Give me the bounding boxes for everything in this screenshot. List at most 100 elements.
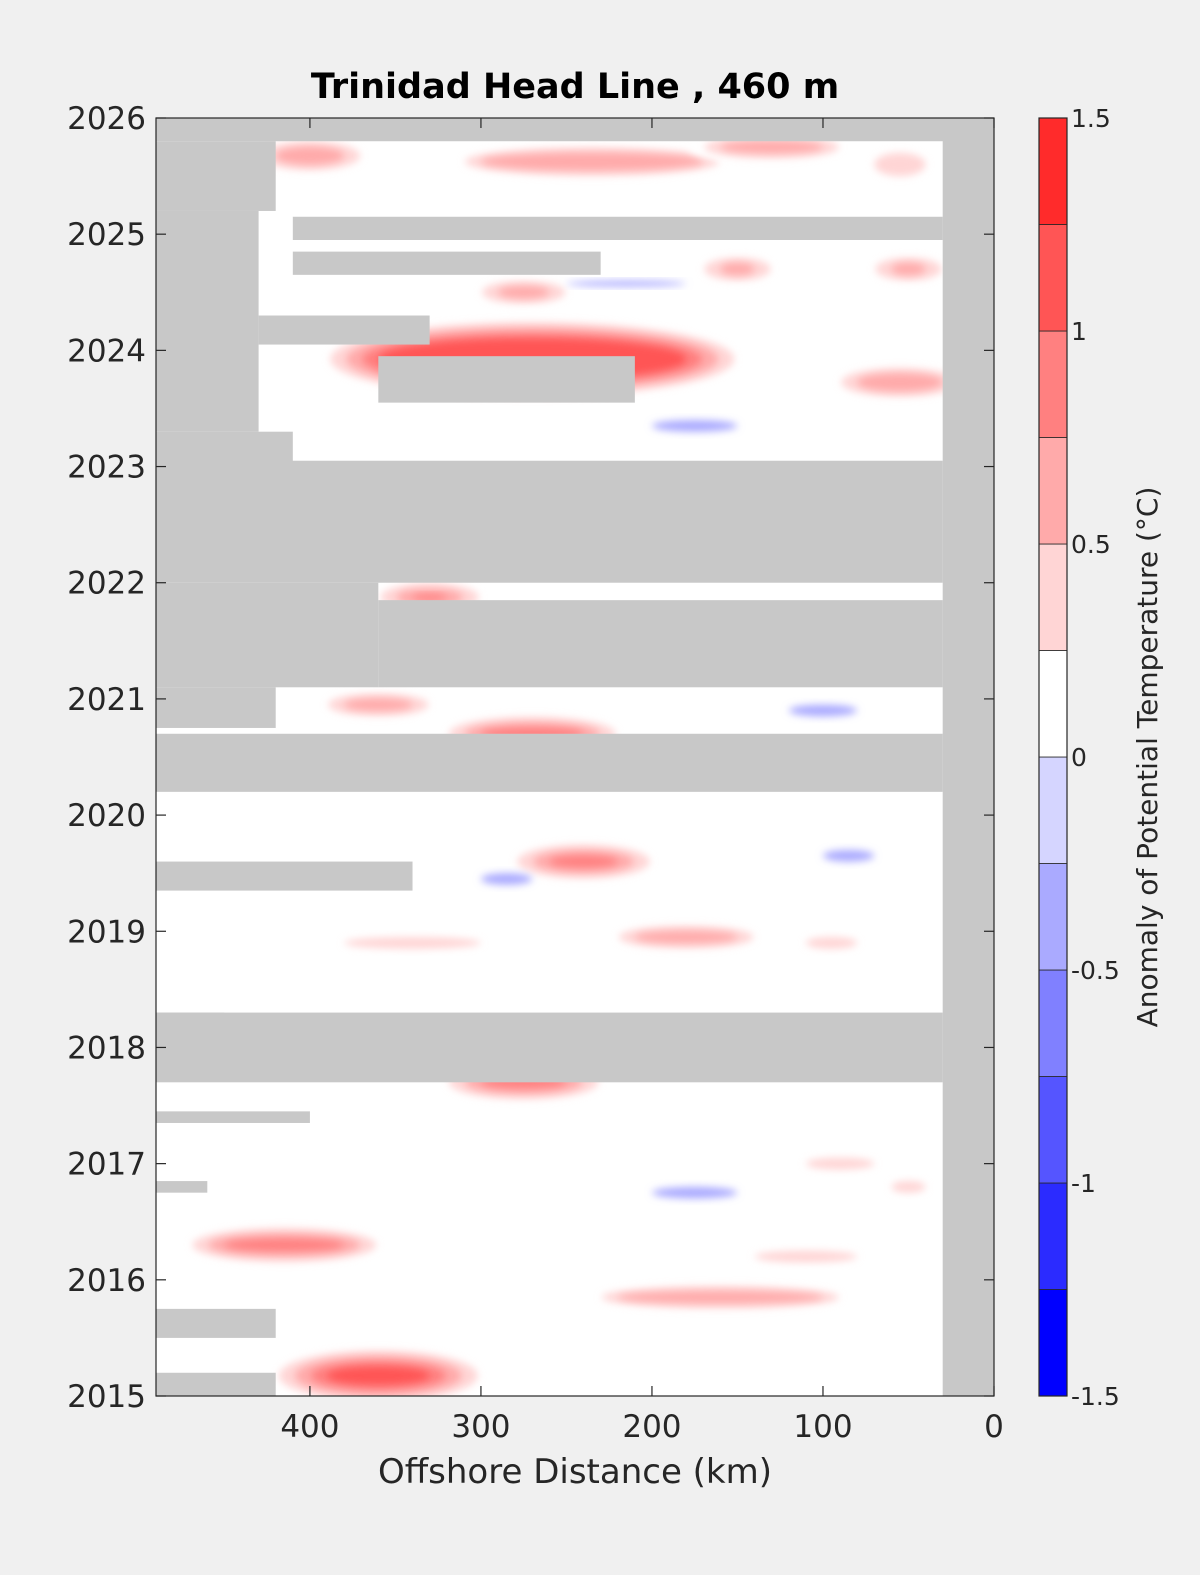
missing-data-region	[156, 210, 259, 432]
colorbar-band	[1038, 969, 1068, 1077]
y-tick-label: 2019	[67, 914, 146, 950]
plot-frame	[155, 117, 995, 1397]
missing-data-region	[156, 1012, 943, 1083]
missing-data-region	[156, 582, 379, 688]
colorbar-tick-label: -0.5	[1071, 956, 1120, 985]
y-tick-label: 2026	[67, 101, 146, 137]
missing-data-region	[156, 1181, 208, 1193]
missing-data-layer	[156, 118, 994, 1396]
anomaly-blob	[243, 136, 377, 176]
anomaly-contour	[651, 1186, 738, 1199]
anomaly-blob	[822, 849, 875, 862]
colorbar-ticks: -1.5 -1 -0.5 0 0.5 1 1.5	[1071, 104, 1120, 1411]
anomaly-contour	[412, 594, 447, 601]
missing-data-region	[378, 600, 943, 688]
x-tick-label: 0	[984, 1409, 1004, 1445]
colorbar-band	[1038, 863, 1068, 971]
anomaly-blob	[480, 873, 533, 885]
anomaly-contour	[857, 373, 943, 392]
anomaly-contour	[327, 1366, 430, 1385]
anomaly-blob	[825, 362, 975, 403]
missing-data-region	[942, 118, 994, 1396]
colorbar-segments	[1038, 117, 1068, 1397]
anomaly-contour	[874, 152, 926, 177]
anomaly-contour	[498, 286, 550, 299]
anomaly-contour	[480, 873, 533, 885]
y-tick-label: 2024	[67, 333, 146, 369]
anomaly-contour	[720, 141, 823, 153]
colorbar-tick-label: -1.5	[1071, 1382, 1120, 1411]
anomaly-contour	[822, 849, 875, 862]
anomaly-contour	[788, 704, 858, 717]
anomaly-blob	[688, 252, 787, 286]
anomaly-blob	[501, 839, 666, 884]
y-tick-label: 2015	[67, 1379, 146, 1415]
colorbar-band	[1038, 1289, 1068, 1397]
anomaly-blob	[602, 920, 770, 954]
missing-data-region	[156, 733, 943, 792]
y-tick-label: 2021	[67, 682, 146, 718]
colorbar-band	[1038, 756, 1068, 864]
anomaly-blob	[859, 252, 958, 286]
missing-data-region	[156, 1372, 276, 1396]
missing-data-region	[156, 141, 276, 211]
anomaly-contour	[805, 1157, 875, 1170]
colorbar-band	[1038, 1182, 1068, 1290]
missing-data-region	[156, 861, 413, 891]
colorbar-band	[1038, 117, 1068, 225]
chart-title: Trinidad Head Line , 460 m	[311, 67, 839, 107]
anomaly-blob	[789, 1152, 891, 1175]
anomaly-blob	[585, 1280, 855, 1315]
colorbar-frame	[1038, 117, 1068, 1397]
anomaly-contour	[754, 1250, 858, 1263]
anomaly-blob	[651, 1186, 738, 1199]
anomaly-contour	[566, 280, 687, 287]
anomaly-contour	[634, 931, 738, 943]
missing-data-region	[156, 1308, 276, 1338]
anomaly-blob	[789, 931, 874, 955]
anomaly-blob	[651, 420, 738, 432]
colorbar-band	[1038, 330, 1068, 438]
y-tick-label: 2022	[67, 566, 146, 602]
anomaly-contour	[651, 420, 738, 432]
anomaly-blob	[176, 1222, 393, 1268]
y-tick-label: 2023	[67, 450, 146, 486]
anomaly-blob	[788, 704, 858, 717]
anomaly-blob	[466, 275, 582, 310]
colorbar-band	[1038, 543, 1068, 651]
colorbar-band	[1038, 437, 1068, 545]
colorbar-tick-label: 0	[1071, 743, 1087, 772]
anomaly-contour	[480, 152, 704, 171]
missing-data-region	[156, 460, 943, 583]
anomaly-blob	[566, 280, 687, 287]
anomaly-blob	[448, 141, 736, 182]
anomaly-blob	[738, 1245, 874, 1268]
anomaly-blob	[312, 687, 445, 722]
missing-data-region	[292, 251, 601, 275]
colorbar-tick-label: -1	[1071, 1169, 1096, 1198]
anomaly-blob	[328, 931, 497, 955]
y-tick-label: 2016	[67, 1263, 146, 1299]
colorbar-band	[1038, 1076, 1068, 1184]
colorbar-band	[1038, 650, 1068, 758]
y-tick-label: 2020	[67, 798, 146, 834]
colorbar-tick-label: 0.5	[1071, 530, 1111, 559]
x-tick-label: 200	[622, 1409, 681, 1445]
x-tick-label: 100	[793, 1409, 852, 1445]
colorbar-tick-label: 1.5	[1071, 104, 1111, 133]
x-tick-label: 400	[280, 1409, 339, 1445]
anomaly-contour	[344, 937, 481, 949]
anomaly-contour	[617, 1291, 823, 1304]
x-axis-label: Offshore Distance (km)	[378, 1452, 772, 1492]
colorbar-label: Anomaly of Potential Temperature (°C)	[1131, 487, 1164, 1028]
anomaly-contour	[344, 698, 413, 711]
anomaly-contour	[275, 147, 345, 165]
missing-data-region	[156, 687, 276, 728]
x-tick-label: 300	[451, 1409, 510, 1445]
anomaly-blob	[263, 1344, 494, 1396]
colorbar-tick-label: 1	[1071, 317, 1087, 346]
anomaly-contour	[549, 855, 618, 868]
missing-data-region	[156, 118, 994, 142]
anomaly-contour	[224, 1239, 345, 1251]
